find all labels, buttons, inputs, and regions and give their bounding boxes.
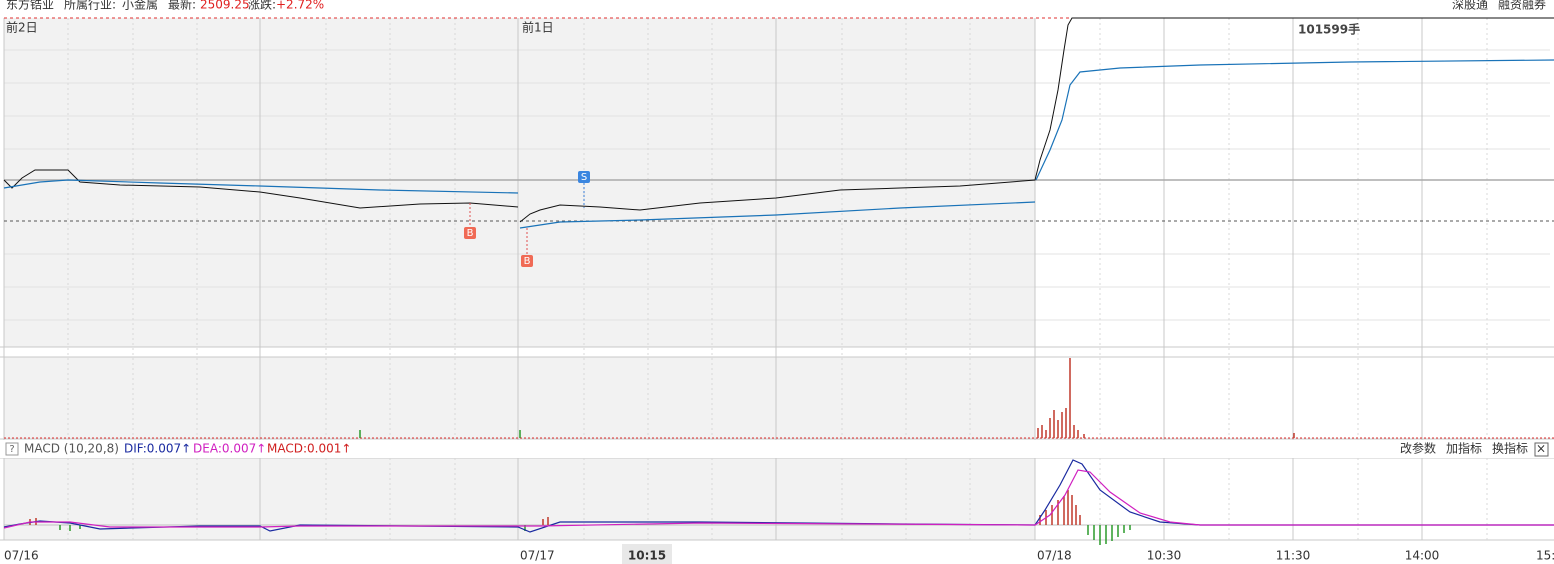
change: +2.72% bbox=[276, 0, 324, 12]
close: × bbox=[1536, 442, 1546, 456]
latest-price: 2509.25 bbox=[200, 0, 250, 12]
stock-name: 东方锆业 bbox=[6, 0, 54, 12]
change-label: 涨跌: bbox=[248, 0, 276, 12]
buy-marker[interactable] bbox=[464, 227, 476, 239]
buy-marker[interactable] bbox=[521, 255, 533, 267]
volume-bars bbox=[359, 358, 1295, 438]
header-link[interactable]: 深股通 bbox=[1452, 0, 1488, 12]
price-line bbox=[3, 17, 1554, 223]
time-label: 15:00 bbox=[1536, 549, 1554, 563]
time-label: 07/16 bbox=[4, 549, 39, 563]
macd-bar bbox=[0, 440, 1554, 458]
day-label: 前2日 bbox=[6, 20, 38, 35]
help-box[interactable] bbox=[5, 442, 19, 456]
industry-label: 所属行业: bbox=[64, 0, 116, 12]
industry[interactable]: 小金属 bbox=[122, 0, 158, 12]
header-link[interactable]: 融资融券 bbox=[1498, 0, 1546, 12]
button[interactable]: 换指标 bbox=[1492, 441, 1528, 456]
macd: MACD:0.001↑ bbox=[267, 442, 351, 456]
dif: DIF:0.007↑ bbox=[124, 442, 191, 456]
button[interactable]: 改参数 bbox=[1400, 441, 1436, 456]
grid bbox=[0, 18, 1554, 541]
buy-marker-label: B bbox=[524, 256, 531, 267]
button[interactable]: 加指标 bbox=[1446, 441, 1482, 456]
dea: DEA:0.007↑ bbox=[193, 442, 266, 456]
time-label: 11:30 bbox=[1276, 549, 1311, 563]
average-line bbox=[3, 59, 1554, 229]
time-label: 07/17 bbox=[520, 549, 555, 563]
sell-marker[interactable] bbox=[578, 171, 590, 183]
time-label: 14:00 bbox=[1405, 549, 1440, 563]
buy-marker-label: B bbox=[467, 228, 474, 239]
time-label: 07/18 bbox=[1037, 549, 1072, 563]
day-label: 前1日 bbox=[522, 20, 554, 35]
cursor-time-bg bbox=[622, 544, 672, 564]
dea-line bbox=[3, 469, 1554, 529]
indicator-name: MACD (10,20,8) bbox=[24, 442, 119, 456]
close-box[interactable] bbox=[1534, 442, 1549, 457]
time-label: 10:30 bbox=[1147, 549, 1182, 563]
dif-line bbox=[3, 459, 1554, 533]
help: ? bbox=[9, 444, 14, 455]
prior-days-bg bbox=[4, 357, 1035, 439]
cursor-time: 10:15 bbox=[628, 549, 666, 563]
volume-label: 101599手 bbox=[1298, 22, 1360, 37]
header-bg bbox=[0, 0, 1554, 18]
macd-histogram bbox=[29, 490, 1131, 545]
latest-label: 最新: bbox=[168, 0, 196, 12]
prior-days-bg bbox=[4, 18, 1035, 347]
sell-marker-label: S bbox=[581, 172, 587, 183]
